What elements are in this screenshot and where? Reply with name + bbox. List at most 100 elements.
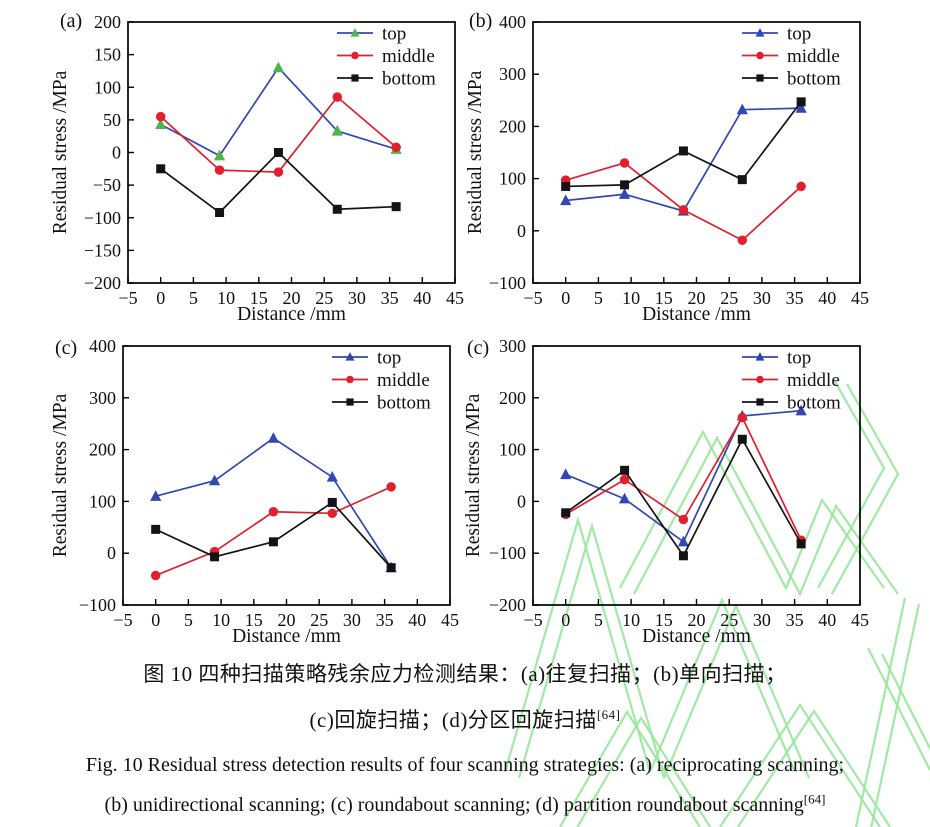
svg-text:10: 10 xyxy=(212,610,230,630)
svg-text:20: 20 xyxy=(283,288,301,308)
caption-english-line2-text: (b) unidirectional scanning; (c) roundab… xyxy=(104,794,804,816)
svg-text:0: 0 xyxy=(151,610,160,630)
svg-text:35: 35 xyxy=(786,610,804,630)
svg-text:40: 40 xyxy=(818,610,836,630)
svg-text:10: 10 xyxy=(622,288,640,308)
svg-text:45: 45 xyxy=(446,288,464,308)
svg-text:20: 20 xyxy=(688,288,706,308)
chart-panel-d-partition-roundabout: −5 0 5 10 15 20 25 30 35 40 45 −200 −100 0 100 200 300 to… xyxy=(465,336,869,647)
svg-text:40: 40 xyxy=(818,288,836,308)
caption-english-citation: [64] xyxy=(803,791,826,807)
svg-text:−100: −100 xyxy=(489,273,526,293)
svg-text:30: 30 xyxy=(348,288,366,308)
svg-text:35: 35 xyxy=(376,610,394,630)
svg-text:45: 45 xyxy=(851,610,869,630)
svg-text:−5: −5 xyxy=(523,610,542,630)
svg-text:45: 45 xyxy=(851,288,869,308)
svg-text:100: 100 xyxy=(499,440,526,460)
svg-text:−100: −100 xyxy=(489,543,526,563)
svg-text:−5: −5 xyxy=(113,610,132,630)
svg-text:100: 100 xyxy=(499,169,526,189)
svg-text:top: top xyxy=(787,24,811,45)
svg-text:15: 15 xyxy=(655,610,673,630)
svg-text:150: 150 xyxy=(94,45,121,65)
svg-text:400: 400 xyxy=(89,336,116,356)
svg-text:300: 300 xyxy=(89,388,116,408)
svg-text:0: 0 xyxy=(107,543,116,563)
svg-text:Distance /mm: Distance /mm xyxy=(237,304,346,320)
svg-text:top: top xyxy=(377,348,401,369)
svg-text:5: 5 xyxy=(189,288,198,308)
svg-text:−50: −50 xyxy=(93,175,121,195)
svg-text:Distance /mm: Distance /mm xyxy=(642,304,751,320)
svg-text:0: 0 xyxy=(517,491,526,511)
svg-text:200: 200 xyxy=(89,440,116,460)
figure-caption: 图 10 四种扫描策略残余应力检测结果：(a)往复扫描；(b)单向扫描； (c)… xyxy=(0,648,930,817)
svg-text:−200: −200 xyxy=(489,595,526,615)
svg-text:(b): (b) xyxy=(469,10,492,32)
svg-text:−100: −100 xyxy=(79,595,116,615)
svg-text:(c): (c) xyxy=(467,337,489,359)
svg-text:0: 0 xyxy=(112,143,121,163)
svg-text:40: 40 xyxy=(413,288,431,308)
svg-text:0: 0 xyxy=(561,288,570,308)
svg-text:200: 200 xyxy=(499,116,526,136)
svg-text:25: 25 xyxy=(315,288,333,308)
svg-text:5: 5 xyxy=(184,610,193,630)
svg-text:0: 0 xyxy=(156,288,165,308)
svg-text:30: 30 xyxy=(753,288,771,308)
svg-text:10: 10 xyxy=(217,288,235,308)
svg-text:400: 400 xyxy=(499,12,526,32)
svg-text:30: 30 xyxy=(343,610,361,630)
svg-text:5: 5 xyxy=(594,288,603,308)
chart-panel-a-reciprocating: −5 0 5 10 15 20 25 30 35 40 45−200−150−100−5005010… xyxy=(50,10,464,320)
svg-text:Residual stress /MPa: Residual stress /MPa xyxy=(465,70,486,234)
svg-text:15: 15 xyxy=(245,610,263,630)
svg-text:300: 300 xyxy=(499,336,526,356)
caption-chinese-line1: 图 10 四种扫描策略残余应力检测结果：(a)往复扫描；(b)单向扫描； xyxy=(143,662,787,686)
caption-english-line2: (b) unidirectional scanning; (c) roundab… xyxy=(0,791,930,817)
svg-text:0: 0 xyxy=(561,610,570,630)
svg-text:(c): (c) xyxy=(55,337,77,359)
svg-text:25: 25 xyxy=(310,610,328,630)
svg-text:bottom: bottom xyxy=(382,69,436,90)
caption-chinese-citation: [64] xyxy=(596,707,621,722)
svg-text:−5: −5 xyxy=(523,288,542,308)
svg-text:top: top xyxy=(382,24,406,45)
svg-text:(a): (a) xyxy=(60,10,82,32)
chart-panel-b-unidirectional: −5 0 5 10 15 20 25 30 35 40 45 −100 0 100 200 300 400 top… xyxy=(465,10,869,320)
caption-chinese-line2: (c)回旋扫描；(d)分区回旋扫描[64] xyxy=(0,704,930,734)
svg-text:50: 50 xyxy=(103,110,121,130)
svg-text:15: 15 xyxy=(250,288,268,308)
svg-text:−200: −200 xyxy=(84,273,121,293)
svg-text:35: 35 xyxy=(786,288,804,308)
caption-english-line1: Fig. 10 Residual stress detection result… xyxy=(85,754,845,776)
svg-text:Distance /mm: Distance /mm xyxy=(642,626,751,647)
svg-text:25: 25 xyxy=(720,288,738,308)
svg-text:middle: middle xyxy=(787,46,840,67)
svg-text:15: 15 xyxy=(655,288,673,308)
svg-text:20: 20 xyxy=(688,610,706,630)
svg-text:100: 100 xyxy=(94,77,121,97)
svg-text:5: 5 xyxy=(594,610,603,630)
svg-text:middle: middle xyxy=(787,370,840,391)
svg-text:bottom: bottom xyxy=(787,69,841,90)
svg-text:−5: −5 xyxy=(118,288,137,308)
svg-text:bottom: bottom xyxy=(787,393,841,414)
svg-text:−150: −150 xyxy=(84,240,121,260)
svg-text:0: 0 xyxy=(517,221,526,241)
caption-chinese-line2-text: (c)回旋扫描；(d)分区回旋扫描 xyxy=(309,708,597,732)
svg-text:45: 45 xyxy=(441,610,459,630)
svg-text:35: 35 xyxy=(381,288,399,308)
svg-text:25: 25 xyxy=(720,610,738,630)
svg-text:middle: middle xyxy=(377,370,430,391)
svg-text:middle: middle xyxy=(382,46,435,67)
svg-text:300: 300 xyxy=(499,64,526,84)
svg-text:Residual stress /MPa: Residual stress /MPa xyxy=(50,393,71,557)
svg-text:Residual stress /MPa: Residual stress /MPa xyxy=(50,70,71,234)
svg-text:200: 200 xyxy=(94,12,121,32)
svg-text:bottom: bottom xyxy=(377,393,431,414)
svg-text:100: 100 xyxy=(89,491,116,511)
chart-panel-c-roundabout: −5 0 5 10 15 20 25 30 35 40 45 −100 0 100 200 300 400 top… xyxy=(50,336,459,647)
svg-text:−100: −100 xyxy=(84,208,121,228)
